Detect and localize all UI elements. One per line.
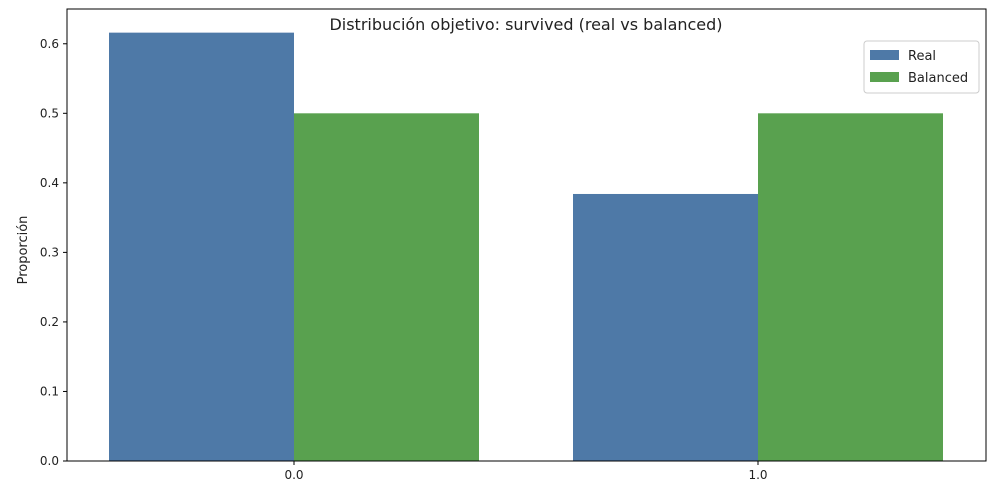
y-tick-label: 0.3: [40, 245, 59, 259]
legend-label-balanced: Balanced: [908, 71, 968, 86]
y-tick-label: 0.1: [40, 384, 59, 398]
bar-balanced-1: [758, 113, 943, 462]
y-axis-ticks: 0.0 0.1 0.2 0.3 0.4 0.5 0.6: [40, 37, 67, 468]
x-axis-ticks: 0.0 1.0: [284, 461, 768, 482]
plot-frame: [66, 8, 987, 462]
y-tick-label: 0.2: [40, 315, 59, 329]
x-tick-label: 1.0: [748, 468, 767, 482]
x-tick-label: 0.0: [284, 468, 303, 482]
bar-real-1: [573, 193, 758, 462]
bar-balanced-0: [294, 113, 479, 462]
chart-title: Distribución objetivo: survived (real vs…: [329, 15, 722, 34]
legend-label-real: Real: [908, 49, 936, 64]
y-axis-label: Proporción: [16, 216, 31, 285]
bar-real-0: [109, 32, 294, 462]
legend-swatch-real: [870, 50, 899, 60]
bars-group: [109, 32, 943, 462]
y-tick-label: 0.6: [40, 37, 59, 51]
y-tick-label: 0.0: [40, 454, 59, 468]
y-tick-label: 0.5: [40, 106, 59, 120]
legend-swatch-balanced: [870, 72, 899, 82]
y-tick-label: 0.4: [40, 176, 59, 190]
legend: Real Balanced: [863, 40, 980, 94]
